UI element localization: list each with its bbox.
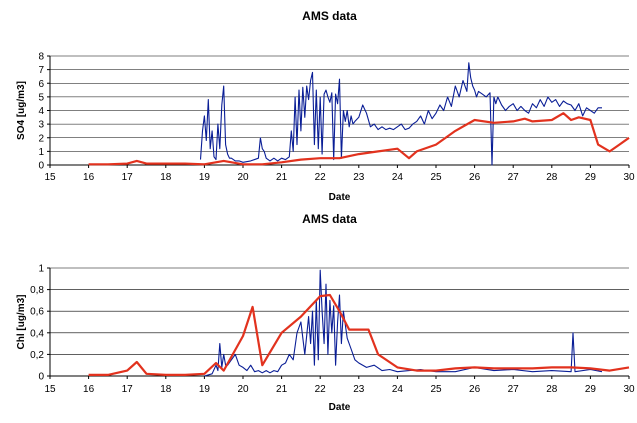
x-tick-label: 21 bbox=[276, 172, 288, 183]
x-tick-label: 29 bbox=[585, 384, 597, 395]
y-tick-label: 8 bbox=[38, 52, 44, 63]
x-tick-label: 17 bbox=[122, 384, 134, 395]
x-tick-label: 27 bbox=[508, 172, 520, 183]
x-axis-label: Date bbox=[329, 192, 351, 203]
x-tick-label: 25 bbox=[430, 172, 442, 183]
x-tick-label: 23 bbox=[353, 384, 365, 395]
chl-chart: AMS data 0 0,2 0,4 0,6 0,8 1 15 16 17 18 19 20 21 22 23… bbox=[0, 209, 637, 418]
y-tick-label: 6 bbox=[38, 79, 44, 90]
x-tick-label: 26 bbox=[469, 384, 481, 395]
y-tick-label: 0 bbox=[38, 372, 44, 383]
chart-title: AMS data bbox=[302, 212, 357, 226]
y-tick-label: 3 bbox=[38, 120, 44, 131]
x-tick-label: 28 bbox=[546, 384, 558, 395]
x-tick-label: 16 bbox=[83, 384, 95, 395]
x-tick-label: 19 bbox=[199, 172, 211, 183]
y-tick-label: 1 bbox=[38, 147, 44, 158]
x-tick-label: 30 bbox=[623, 172, 635, 183]
x-tick-label: 29 bbox=[585, 172, 597, 183]
x-tick-label: 17 bbox=[122, 172, 134, 183]
x-tick-label: 30 bbox=[623, 384, 635, 395]
y-tick-label: 5 bbox=[38, 92, 44, 103]
y-tick-label: 0,4 bbox=[30, 328, 44, 339]
x-tick-label: 20 bbox=[237, 172, 249, 183]
x-tick-label: 15 bbox=[44, 384, 56, 395]
series-line-red bbox=[88, 112, 630, 166]
x-tick-label: 18 bbox=[160, 172, 172, 183]
y-tick-label: 1 bbox=[38, 264, 44, 275]
y-tick-label: 0,8 bbox=[30, 285, 44, 296]
x-tick-label: 24 bbox=[392, 384, 404, 395]
x-tick-label: 25 bbox=[430, 384, 442, 395]
x-tick-label: 21 bbox=[276, 384, 288, 395]
x-tick-label: 22 bbox=[315, 384, 327, 395]
x-tick-label: 16 bbox=[83, 172, 95, 183]
x-tick-label: 15 bbox=[44, 172, 56, 183]
x-tick-label: 26 bbox=[469, 172, 481, 183]
y-axis-label: Chl [ug/m3] bbox=[16, 295, 27, 350]
series-line-red bbox=[88, 293, 630, 376]
x-tick-label: 23 bbox=[353, 172, 365, 183]
chl-chart-canvas: AMS data 0 0,2 0,4 0,6 0,8 1 15 16 17 18 19 20 21 22 23… bbox=[16, 212, 635, 413]
y-tick-label: 4 bbox=[38, 106, 44, 117]
y-tick-label: 2 bbox=[38, 133, 44, 144]
x-tick-label: 19 bbox=[199, 384, 211, 395]
chart-title: AMS data bbox=[302, 9, 357, 23]
series-line-blue bbox=[199, 62, 602, 166]
y-tick-label: 0 bbox=[38, 161, 44, 172]
x-axis-label: Date bbox=[329, 402, 351, 413]
x-tick-label: 24 bbox=[392, 172, 404, 183]
x-tick-label: 28 bbox=[546, 172, 558, 183]
y-tick-label: 0,6 bbox=[30, 307, 44, 318]
y-tick-label: 7 bbox=[38, 65, 44, 76]
x-tick-label: 22 bbox=[315, 172, 327, 183]
x-tick-label: 18 bbox=[160, 384, 172, 395]
x-tick-label: 27 bbox=[508, 384, 520, 395]
so4-chart: AMS data 0 1 2 3 4 5 6 7 8 15 16 17 18 19 20 21 22 23 24 25 2… bbox=[0, 0, 637, 209]
y-axis-label: SO4 [ug/m3] bbox=[16, 81, 27, 140]
x-tick-label: 20 bbox=[237, 384, 249, 395]
y-tick-label: 0,2 bbox=[30, 350, 44, 361]
